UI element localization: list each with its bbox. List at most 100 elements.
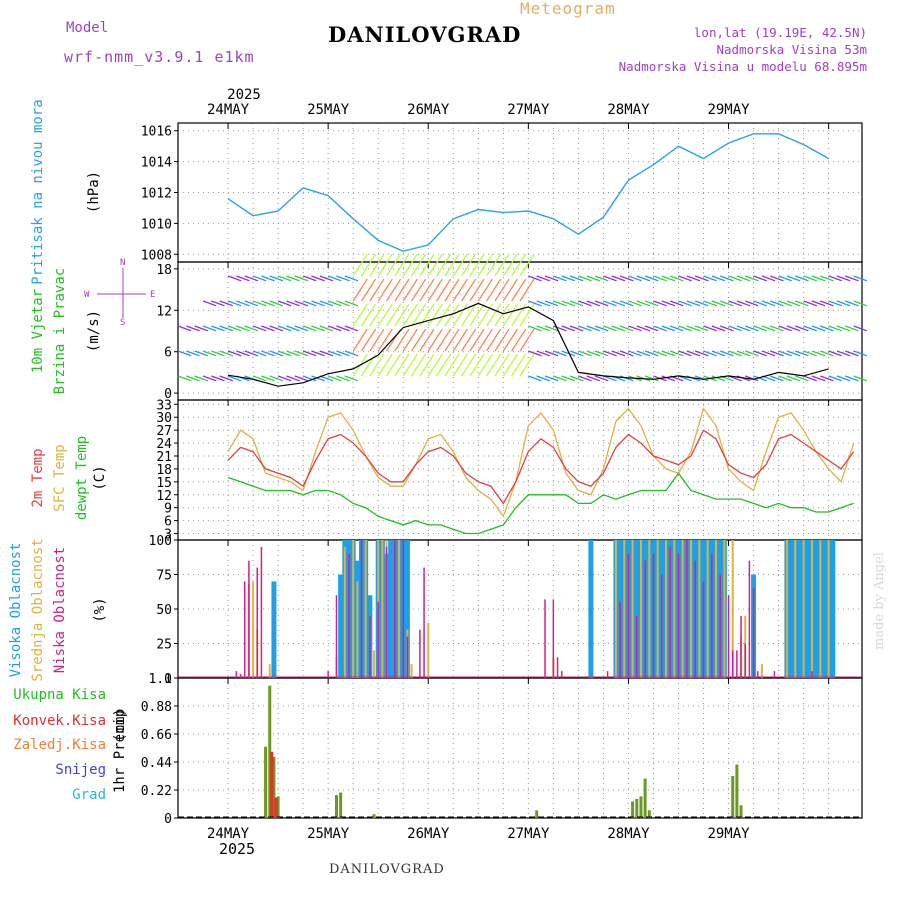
wind-arrow [195, 276, 208, 281]
cloud-bar [271, 581, 277, 678]
wind-arrow [236, 300, 250, 307]
wind-arrow [603, 275, 617, 282]
wind-arrow [811, 300, 826, 307]
wind-arrow [703, 350, 717, 357]
wind-arrow [452, 303, 468, 327]
wind-arrow [419, 253, 435, 277]
wind-arrow [436, 303, 452, 327]
y-tick-label: 6 [164, 346, 172, 361]
wind-arrow [778, 275, 792, 282]
cloud-bar [644, 560, 646, 678]
wind-arrow [694, 350, 709, 357]
wind-arrow [745, 350, 759, 357]
wind-arrow [703, 325, 717, 332]
wind-arrow [511, 353, 527, 377]
wind-arrow [820, 375, 834, 382]
cloud-bar [560, 671, 563, 678]
wind-arrow [419, 328, 435, 352]
wind-arrow [311, 375, 325, 382]
wind-arrow [352, 328, 368, 352]
wind-arrow [261, 300, 275, 307]
wind-arrow [336, 300, 350, 307]
cloud-bar [348, 553, 350, 678]
wind-arrow [361, 253, 377, 277]
wind-arrow [402, 278, 418, 302]
cloud-bar [377, 602, 379, 678]
wind-arrow [294, 275, 309, 282]
wind-arrow [594, 350, 609, 357]
cloud-bar [639, 540, 642, 678]
precip-bar [735, 764, 739, 818]
cloud-bar [690, 540, 692, 678]
wind-arrow [461, 328, 477, 352]
precip-bar [372, 814, 376, 818]
wind-arrow [427, 278, 443, 302]
wind-arrow [845, 325, 859, 332]
wind-arrow [377, 303, 393, 327]
wind-arrow [394, 353, 410, 377]
y-tick-label: 33 [156, 398, 172, 413]
wind-arrow [795, 300, 809, 307]
dewpt-ylabel: dewpt Temp [74, 436, 90, 520]
elevation-label: Nadmorska Visina 53m [716, 42, 867, 57]
y-tick-label: 15 [156, 476, 172, 491]
wind-arrow [669, 275, 684, 282]
cloud-bar [623, 540, 626, 678]
pressure-line [227, 133, 829, 252]
wind-arrow [186, 375, 200, 382]
cloud-bar [752, 588, 755, 678]
wind-arrow [553, 325, 567, 332]
wind-arrow [569, 375, 584, 382]
wind-arrow [327, 275, 342, 282]
wind-arrow [502, 278, 518, 302]
cloud-bar [819, 540, 822, 678]
top-day-label: 28MAY [607, 102, 650, 118]
wind-arrow [828, 300, 842, 307]
wind-arrow [644, 300, 659, 307]
wind-arrow [644, 375, 659, 382]
wind-arrow [294, 300, 309, 307]
wind-arrow [311, 300, 325, 307]
cloud-bar [360, 540, 363, 678]
wind-arrow [711, 375, 726, 382]
wind-arrow [203, 276, 216, 281]
wind-arrow [319, 275, 334, 282]
wind-arrow [795, 325, 809, 332]
wind-arrow [186, 301, 199, 306]
y-tick-label: 18 [156, 463, 172, 478]
wind-arrow [686, 275, 701, 282]
wind-arrow [386, 253, 402, 277]
cloud-bar [356, 581, 359, 678]
cloud-bar [614, 540, 617, 678]
wind-arrow [336, 375, 350, 382]
wind-arrow [728, 300, 742, 307]
wind-arrow [352, 253, 368, 277]
wind-arrow [411, 328, 427, 352]
wind-arrow [761, 325, 776, 332]
wind-arrow [803, 350, 817, 357]
panel-frame [177, 261, 863, 401]
sfc-ylabel: SFC Temp [52, 444, 68, 511]
model-elevation-label: Nadmorska Visina u modelu 68.895m [618, 59, 867, 74]
wind-arrow [528, 275, 542, 282]
wind-arrow [311, 350, 325, 357]
wind-arrow [402, 303, 418, 327]
wind-arrow [628, 300, 642, 307]
wind-arrow [269, 375, 284, 382]
wind-ylabel: 10m Vjetar [30, 289, 46, 373]
wind-arrow [786, 350, 801, 357]
wind-arrow [820, 275, 834, 282]
wind-arrow [795, 275, 809, 282]
wind-arrow [761, 300, 776, 307]
wind-arrow [311, 325, 325, 332]
wind-arrow [311, 275, 325, 282]
precip-unit: (mm) [112, 708, 128, 742]
wind-arrow [469, 328, 485, 352]
y-tick-label: 100 [149, 534, 172, 549]
wind-arrow [502, 253, 518, 277]
wind-arrow [494, 353, 510, 377]
wind-arrow [553, 350, 567, 357]
cloud-bar [327, 671, 329, 678]
legend-s: S [120, 318, 125, 328]
